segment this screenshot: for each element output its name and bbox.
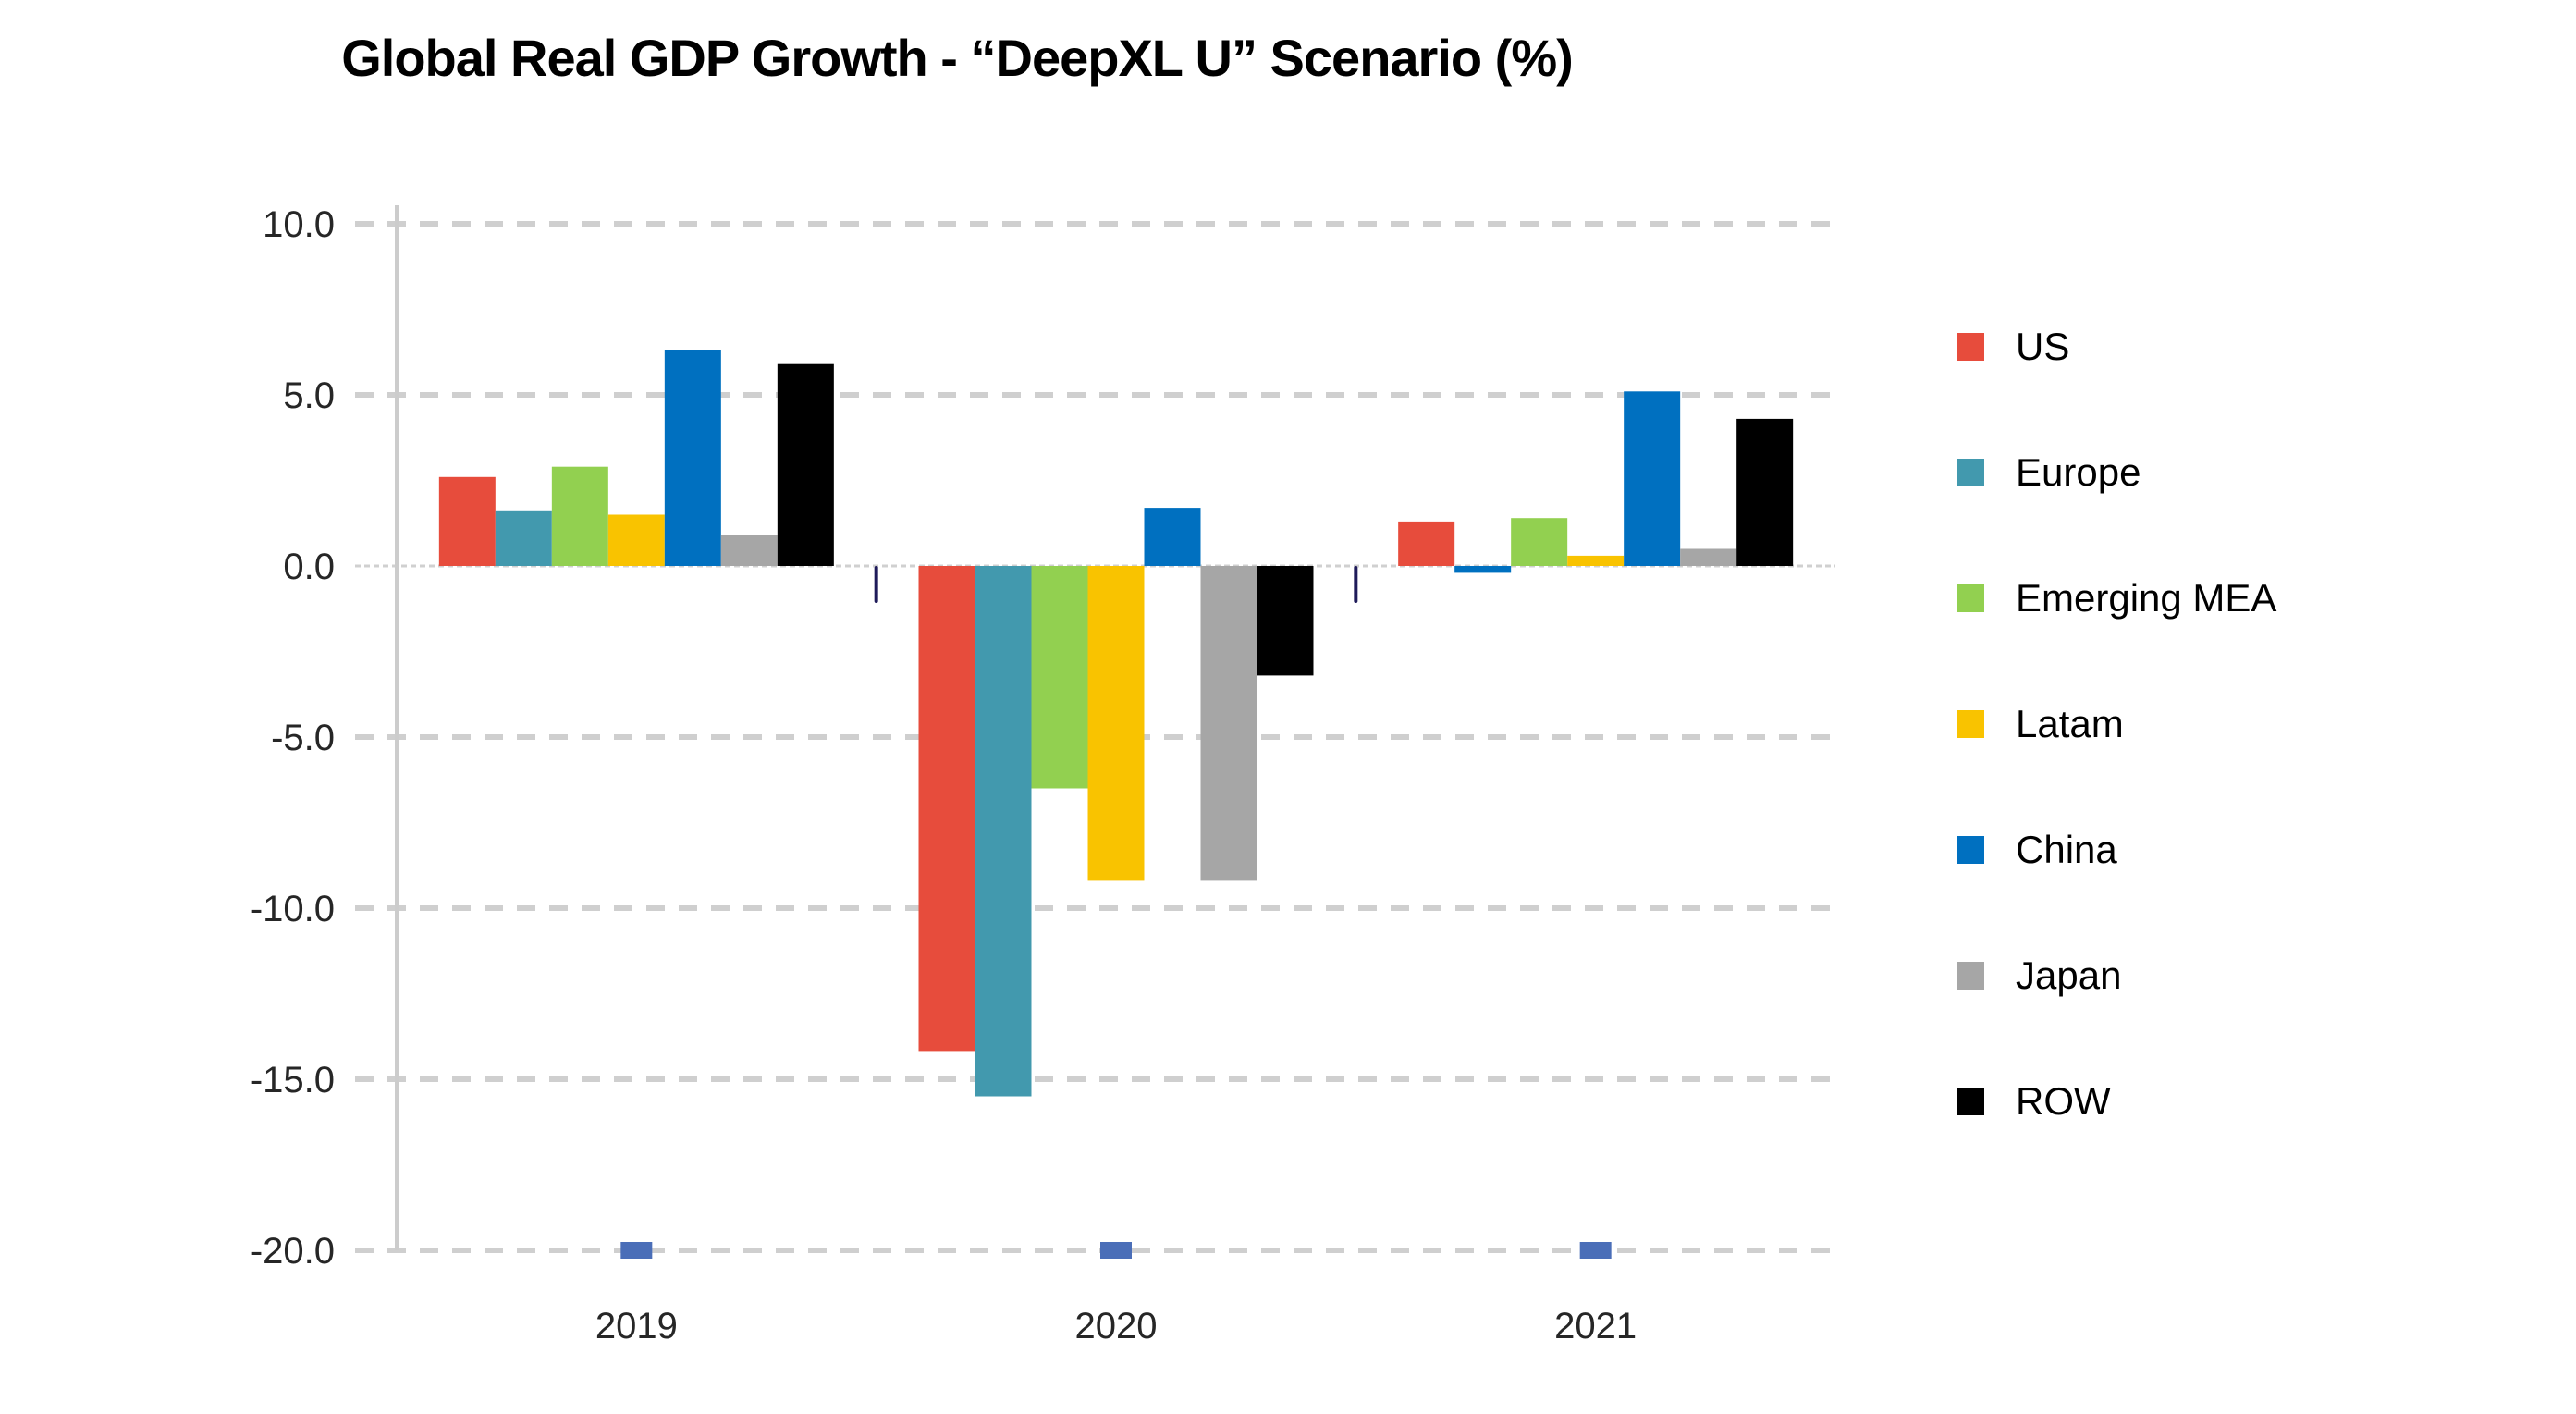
bar-emerging-mea-2020 bbox=[1031, 566, 1088, 789]
y-tick-label: -5.0 bbox=[271, 718, 335, 758]
bar-row-2021 bbox=[1736, 418, 1794, 566]
y-tick-label: -20.0 bbox=[251, 1231, 335, 1272]
legend-swatch bbox=[1957, 584, 1984, 612]
bar-latam-2019 bbox=[607, 514, 665, 566]
x-tick-label: 2021 bbox=[1554, 1306, 1637, 1346]
legend-item-emerging-mea: Emerging MEA bbox=[1957, 566, 2276, 631]
bar-emerging-mea-2021 bbox=[1511, 518, 1568, 566]
legend-swatch bbox=[1957, 962, 1984, 990]
y-tick-label: 5.0 bbox=[283, 375, 335, 416]
legend-label: Latam bbox=[2016, 702, 2124, 745]
bar-us-2020 bbox=[918, 566, 975, 1052]
bar-us-2021 bbox=[1398, 521, 1455, 566]
y-axis: 10.0 5.0 0.0 -5.0 -10.0 -15.0 -20.0 bbox=[251, 204, 399, 1272]
y-tick-label: -15.0 bbox=[251, 1060, 335, 1100]
y-tick-label: -10.0 bbox=[251, 889, 335, 929]
x-tick-label: 2020 bbox=[1075, 1306, 1158, 1346]
legend-swatch bbox=[1957, 1088, 1984, 1115]
bars bbox=[438, 350, 1794, 1097]
legend-item-latam: Latam bbox=[1957, 692, 2124, 756]
bar-china-2019 bbox=[664, 350, 721, 566]
bar-china-2021 bbox=[1624, 391, 1681, 566]
legend-swatch bbox=[1957, 836, 1984, 864]
bar-europe-2020 bbox=[975, 566, 1032, 1097]
bar-europe-2019 bbox=[495, 510, 552, 566]
legend-label: Europe bbox=[2016, 450, 2141, 494]
y-tick-label: 10.0 bbox=[263, 204, 335, 245]
bar-row-2020 bbox=[1257, 566, 1314, 676]
legend-label: US bbox=[2016, 325, 2070, 368]
baseline-marker bbox=[1100, 1242, 1132, 1259]
bar-japan-2020 bbox=[1200, 566, 1257, 881]
bar-emerging-mea-2019 bbox=[551, 466, 608, 566]
x-axis: 2019 2020 2021 bbox=[595, 566, 1637, 1346]
chart-title: Global Real GDP Growth - “DeepXL U” Scen… bbox=[341, 29, 1574, 87]
baseline-marker bbox=[620, 1242, 653, 1259]
legend-label: ROW bbox=[2016, 1079, 2111, 1123]
legend-item-china: China bbox=[1957, 818, 2117, 882]
bar-europe-2021 bbox=[1454, 566, 1512, 573]
legend-item-japan: Japan bbox=[1957, 943, 2121, 1008]
bar-latam-2021 bbox=[1567, 555, 1625, 566]
legend-label: Japan bbox=[2016, 953, 2122, 997]
bar-japan-2019 bbox=[720, 535, 778, 566]
bar-us-2019 bbox=[438, 476, 496, 566]
bar-japan-2021 bbox=[1680, 548, 1737, 566]
y-tick-label: 0.0 bbox=[283, 547, 335, 587]
legend-item-europe: Europe bbox=[1957, 440, 2141, 505]
legend-item-us: US bbox=[1957, 314, 2069, 379]
bar-row-2019 bbox=[777, 363, 834, 566]
bar-latam-2020 bbox=[1087, 566, 1145, 881]
bar-china-2020 bbox=[1144, 508, 1201, 566]
legend-item-row: ROW bbox=[1957, 1069, 2111, 1134]
legend-swatch bbox=[1957, 459, 1984, 486]
legend-label: China bbox=[2016, 828, 2117, 871]
legend-label: Emerging MEA bbox=[2016, 576, 2277, 620]
legend-swatch bbox=[1957, 333, 1984, 361]
x-tick-label: 2019 bbox=[595, 1306, 678, 1346]
baseline-marker bbox=[1579, 1242, 1612, 1259]
legend-swatch bbox=[1957, 710, 1984, 738]
